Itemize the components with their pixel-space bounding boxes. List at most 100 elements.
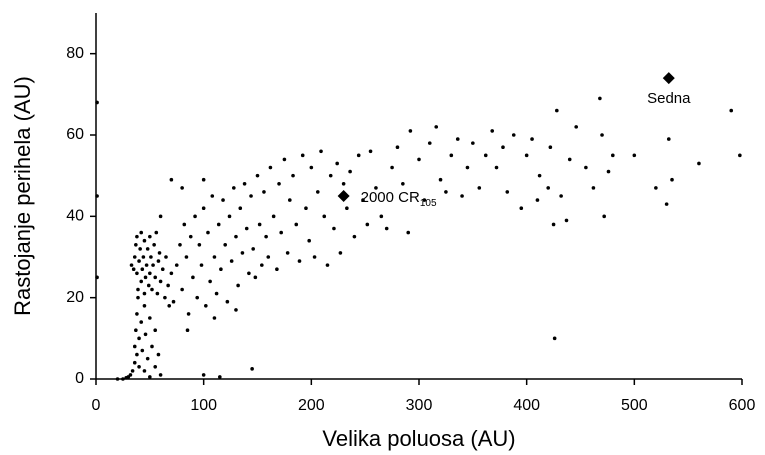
point <box>395 145 400 149</box>
point <box>729 108 734 113</box>
point <box>171 299 176 304</box>
point <box>163 295 167 300</box>
point <box>291 173 295 178</box>
point <box>537 173 542 178</box>
point <box>240 251 245 255</box>
point <box>552 336 557 341</box>
point <box>152 243 156 247</box>
point <box>253 275 258 280</box>
point <box>223 243 227 247</box>
point <box>564 218 569 223</box>
point <box>148 375 152 379</box>
point <box>401 182 405 186</box>
point <box>277 182 281 186</box>
point <box>212 255 217 259</box>
point <box>449 153 454 158</box>
point <box>148 316 152 320</box>
point <box>218 375 222 379</box>
point <box>232 186 236 190</box>
point <box>319 149 323 154</box>
point <box>288 198 292 202</box>
point <box>139 279 144 284</box>
point <box>216 222 221 227</box>
point <box>390 165 394 170</box>
annotation-subscript: 105 <box>420 198 437 209</box>
point <box>136 295 140 300</box>
x-tick-label: 600 <box>729 397 756 414</box>
point <box>307 238 311 243</box>
point <box>154 230 159 235</box>
point <box>95 194 99 198</box>
x-tick-label: 400 <box>513 397 540 414</box>
point <box>328 173 333 178</box>
point <box>193 214 197 219</box>
point <box>142 238 147 243</box>
point <box>221 198 225 202</box>
point <box>184 255 189 259</box>
point <box>139 320 144 324</box>
point <box>160 267 165 272</box>
point <box>255 173 260 178</box>
x-tick-label: 100 <box>190 397 217 414</box>
point <box>282 157 287 162</box>
point <box>148 271 152 276</box>
point <box>341 182 346 186</box>
point <box>182 222 187 227</box>
y-tick-label: 80 <box>66 45 84 62</box>
point <box>178 243 182 247</box>
point <box>148 234 152 239</box>
y-tick-label: 20 <box>66 289 84 306</box>
point <box>234 308 238 312</box>
point <box>157 251 162 255</box>
point <box>490 129 495 133</box>
annotation-label: Sedna <box>647 90 691 107</box>
point <box>135 352 139 357</box>
point <box>164 255 168 259</box>
point <box>212 316 217 320</box>
point <box>444 190 448 194</box>
point <box>227 214 232 219</box>
point <box>214 291 219 296</box>
point <box>144 263 149 267</box>
point <box>201 373 206 377</box>
point <box>143 275 148 280</box>
point <box>266 255 271 259</box>
point <box>422 198 427 202</box>
point <box>135 234 139 239</box>
point <box>132 255 137 259</box>
point <box>348 169 352 174</box>
point <box>460 194 464 198</box>
point <box>379 214 384 219</box>
point <box>567 157 572 162</box>
point <box>584 165 588 170</box>
point <box>664 202 669 206</box>
point <box>229 259 234 263</box>
point <box>95 100 99 105</box>
highlight-marker <box>662 72 675 85</box>
point <box>600 133 604 137</box>
point <box>185 328 190 333</box>
point <box>611 153 615 158</box>
point <box>136 287 140 292</box>
point <box>166 283 170 288</box>
point <box>275 267 279 272</box>
point <box>505 190 510 194</box>
point <box>153 328 158 333</box>
point <box>135 271 139 276</box>
point <box>406 230 411 235</box>
point <box>145 247 150 251</box>
point <box>271 214 276 219</box>
point <box>417 157 421 162</box>
x-tick-label: 0 <box>92 397 101 414</box>
point <box>142 304 147 308</box>
point <box>150 344 154 349</box>
point <box>150 287 154 292</box>
point <box>555 108 559 113</box>
point <box>632 153 637 158</box>
point <box>158 279 163 284</box>
point <box>204 304 208 308</box>
point <box>143 332 148 337</box>
point <box>156 352 161 357</box>
point <box>471 141 475 145</box>
